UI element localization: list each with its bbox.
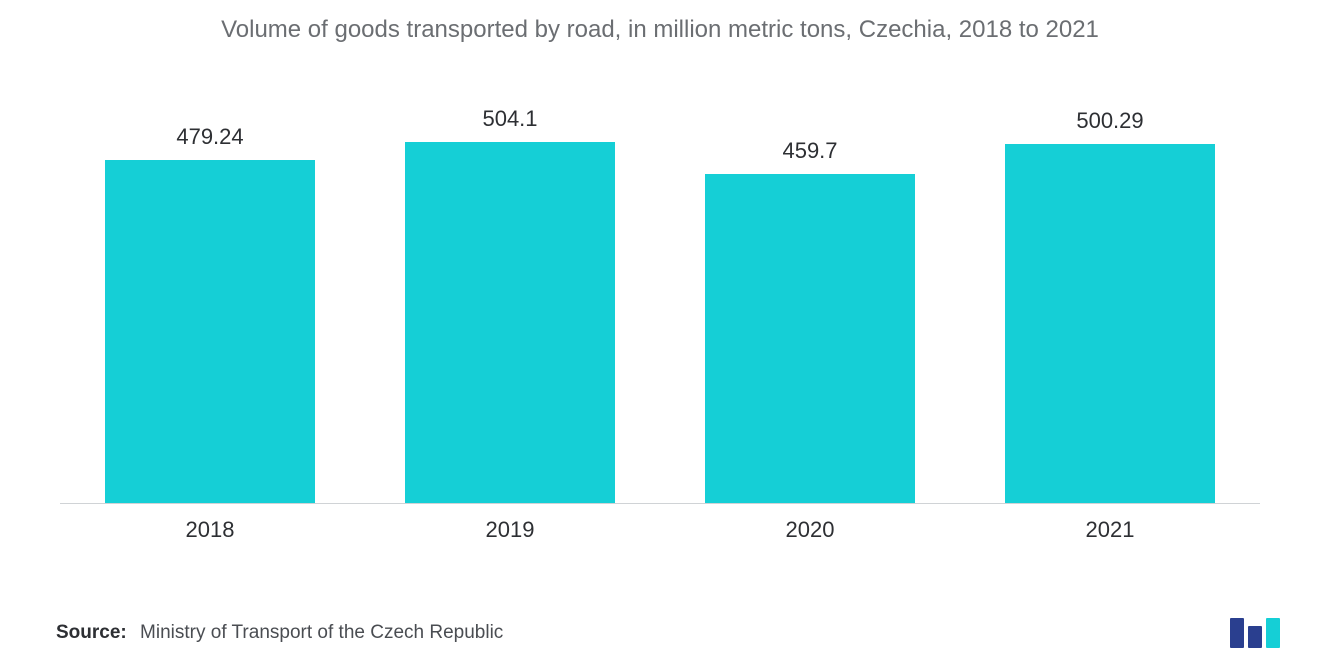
brand-bar (1248, 626, 1262, 648)
chart-footer: Source: Ministry of Transport of the Cze… (0, 601, 1320, 665)
bar-x-label: 2019 (360, 503, 660, 543)
brand-logo (1230, 618, 1280, 648)
bar-x-label: 2021 (960, 503, 1260, 543)
bar-x-label: 2018 (60, 503, 360, 543)
bar-value-label: 459.7 (782, 138, 837, 164)
source-line: Source: Ministry of Transport of the Cze… (56, 622, 503, 644)
chart-plot-area: 479.242018504.12019459.72020500.292021 (60, 74, 1260, 504)
bar-rect (705, 174, 915, 503)
bar-slot: 504.12019 (360, 74, 660, 503)
bar-rect (405, 142, 615, 503)
bar-slot: 459.72020 (660, 74, 960, 503)
brand-bar (1230, 618, 1244, 648)
bar-rect (1005, 144, 1215, 503)
source-label: Source: (56, 622, 127, 643)
bar-slot: 479.242018 (60, 74, 360, 503)
bar-slot: 500.292021 (960, 74, 1260, 503)
bar-value-label: 500.29 (1076, 108, 1143, 134)
bar-x-label: 2020 (660, 503, 960, 543)
source-text: Ministry of Transport of the Czech Repub… (140, 622, 503, 643)
brand-bar (1266, 618, 1280, 648)
chart-container: Volume of goods transported by road, in … (0, 0, 1320, 504)
bar-value-label: 504.1 (482, 106, 537, 132)
bar-rect (105, 160, 315, 503)
bar-value-label: 479.24 (176, 124, 243, 150)
chart-title: Volume of goods transported by road, in … (40, 16, 1280, 44)
